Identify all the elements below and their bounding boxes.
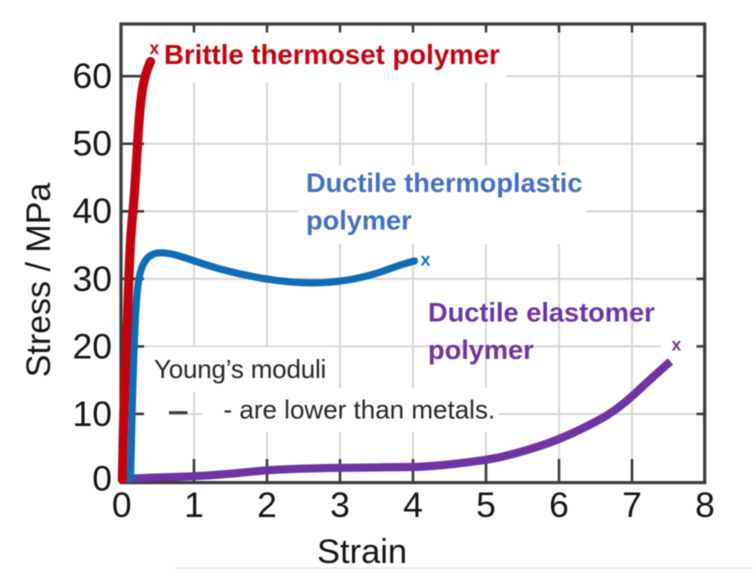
svg-text:2: 2 (257, 485, 277, 525)
svg-text:6: 6 (549, 485, 569, 525)
svg-text:8: 8 (695, 485, 715, 525)
svg-text:Ductile thermoplastic: Ductile thermoplastic (306, 167, 582, 198)
svg-text:5: 5 (476, 485, 496, 525)
svg-text:Ductile elastomer: Ductile elastomer (428, 297, 655, 328)
svg-text:0: 0 (112, 485, 132, 525)
svg-text:polymer: polymer (306, 205, 412, 236)
svg-text:Stress / MPa: Stress / MPa (20, 183, 58, 378)
svg-text:3: 3 (330, 485, 350, 525)
svg-text:40: 40 (73, 191, 113, 231)
svg-text:1: 1 (184, 485, 204, 525)
svg-text:x: x (672, 334, 682, 354)
svg-text:4: 4 (403, 485, 423, 525)
svg-text:7: 7 (622, 485, 642, 525)
svg-text:polymer: polymer (428, 334, 534, 365)
svg-text:Strain: Strain (317, 533, 407, 571)
svg-text:50: 50 (73, 124, 113, 164)
svg-text:0: 0 (92, 459, 112, 499)
svg-text:30: 30 (73, 259, 113, 299)
svg-text:x: x (421, 249, 431, 269)
svg-text:20: 20 (73, 326, 113, 366)
svg-text:x: x (150, 38, 160, 58)
svg-text:- are lower than metals.: - are lower than metals. (224, 395, 496, 425)
svg-text:Young’s moduli: Young’s moduli (154, 354, 326, 384)
svg-text:60: 60 (73, 56, 113, 96)
svg-text:Brittle thermoset polymer: Brittle thermoset polymer (164, 39, 500, 70)
svg-text:10: 10 (73, 394, 113, 434)
